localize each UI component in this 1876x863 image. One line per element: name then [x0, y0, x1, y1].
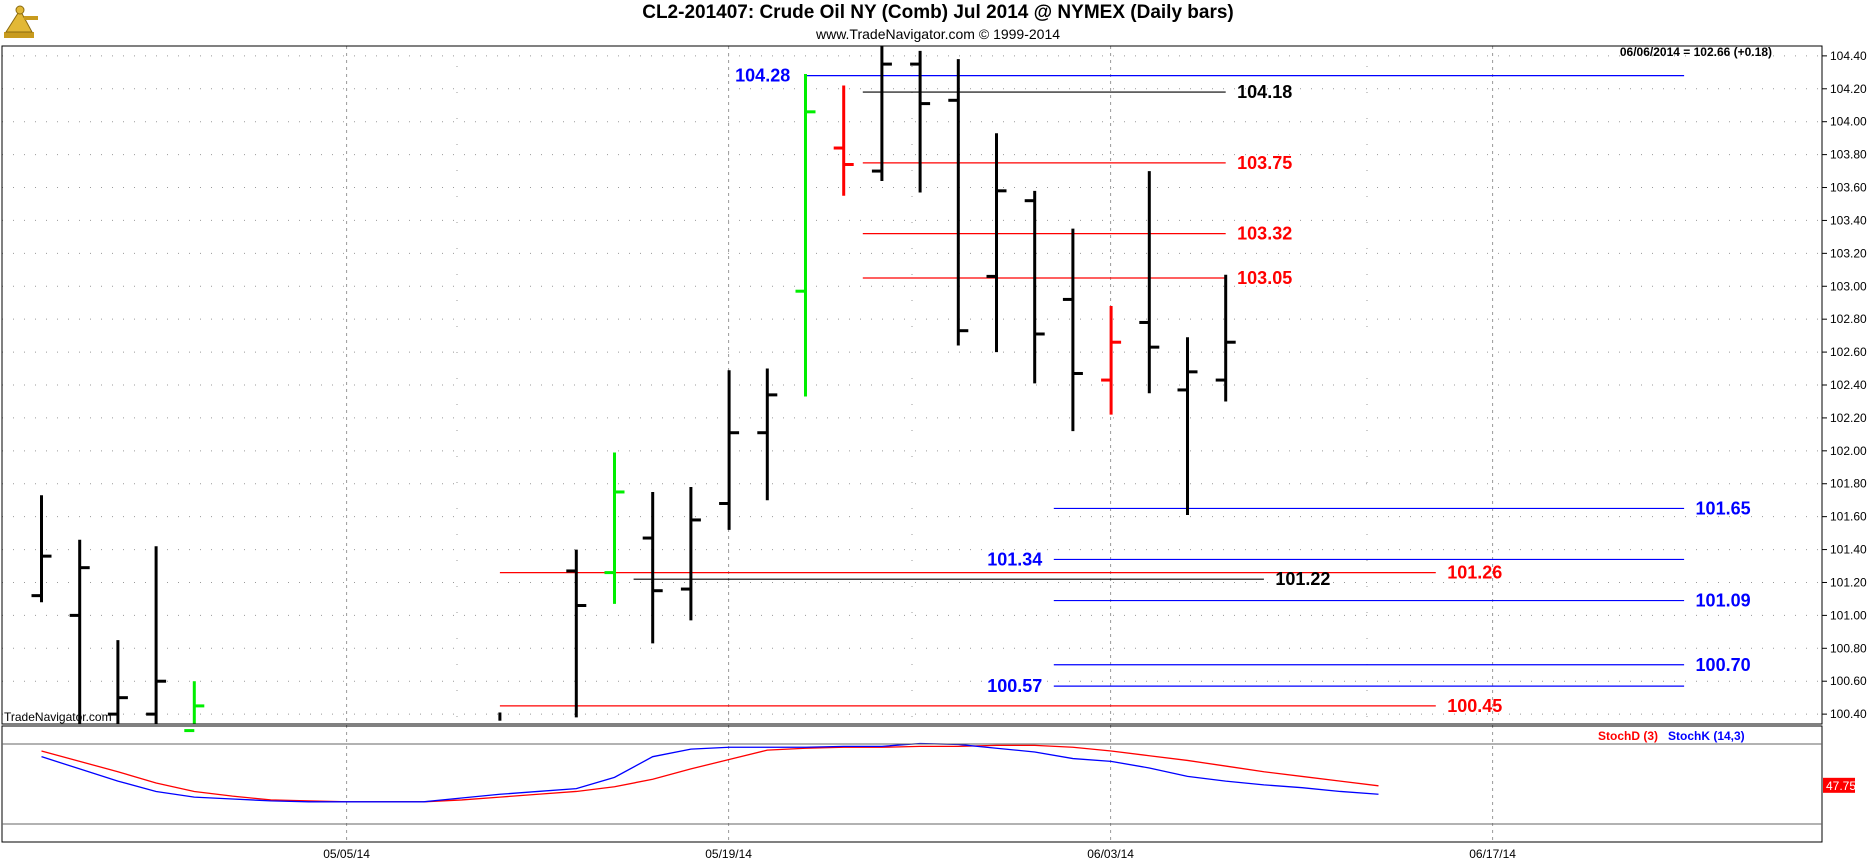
level-label-103.05: 103.05 [1237, 268, 1292, 288]
ohlc-bar [757, 368, 778, 501]
chart-subtitle: www.TradeNavigator.com © 1999-2014 [815, 26, 1061, 42]
y-tick-label: 102.20 [1830, 411, 1867, 425]
y-tick-label: 101.80 [1830, 477, 1867, 491]
ohlc-bar [604, 452, 625, 604]
ohlc-bar [719, 370, 740, 530]
stochastic-panel-frame [1, 725, 1823, 843]
level-label-101.34: 101.34 [987, 549, 1042, 569]
y-tick-label: 103.20 [1830, 246, 1867, 260]
level-label-101.65: 101.65 [1696, 498, 1751, 518]
ohlc-bar [795, 73, 816, 397]
y-tick-label: 104.20 [1830, 82, 1867, 96]
ohlc-bar [1101, 306, 1122, 415]
y-tick-label: 103.40 [1830, 213, 1867, 227]
y-tick-label: 100.80 [1830, 641, 1867, 655]
ohlc-bar [1177, 337, 1198, 516]
ohlc-bar [1024, 190, 1045, 384]
level-label-101.09: 101.09 [1696, 591, 1751, 611]
y-tick-label: 103.80 [1830, 148, 1867, 162]
y-tick-label: 102.80 [1830, 312, 1867, 326]
level-label-104.28: 104.28 [735, 66, 790, 86]
legend-stochk: StochK (14,3) [1668, 729, 1745, 743]
stochastic-last-value-box [1823, 777, 1855, 793]
price-panel-frame [1, 45, 1823, 725]
x-tick-label: 05/05/14 [323, 847, 370, 861]
ohlc-bar [642, 491, 663, 644]
watermark-label: TradeNavigator.com [4, 710, 112, 724]
stochastic-panel[interactable] [41, 742, 1379, 803]
legend-stochd: StochD (3) [1598, 729, 1658, 743]
level-label-100.45: 100.45 [1447, 696, 1502, 716]
level-label-101.22: 101.22 [1275, 569, 1330, 589]
price-panel[interactable]: 104.28 104.18 103.75 103.32 103.05 101.65 101.… [2, 46, 1822, 842]
last-price-label: 06/06/2014 = 102.66 (+0.18) [1620, 45, 1772, 59]
y-tick-label: 102.00 [1830, 444, 1867, 458]
y-tick-label: 104.40 [1830, 49, 1867, 63]
level-label-104.18: 104.18 [1237, 82, 1292, 102]
y-tick-label: 101.60 [1830, 510, 1867, 524]
level-label-100.70: 100.70 [1696, 655, 1751, 675]
level-label-100.57: 100.57 [987, 676, 1042, 696]
y-tick-label: 104.00 [1830, 115, 1867, 129]
ohlc-bar [31, 495, 52, 603]
ohlc-bar [1215, 274, 1236, 402]
chart-title: CL2-201407: Crude Oil NY (Comb) Jul 2014… [642, 2, 1234, 23]
stochastic-series-k [41, 742, 1379, 803]
ohlc-bar [566, 549, 587, 718]
ohlc-bar [107, 640, 128, 724]
stochastic-last-value: 47.75 [1826, 779, 1856, 793]
ohlc-bar [69, 539, 90, 724]
y-tick-label: 100.60 [1830, 674, 1867, 688]
y-tick-label: 103.00 [1830, 279, 1867, 293]
y-tick-label: 102.60 [1830, 345, 1867, 359]
y-tick-label: 103.60 [1830, 181, 1867, 195]
y-tick-label: 100.40 [1830, 707, 1867, 721]
ohlc-bar [146, 546, 167, 724]
level-label-103.75: 103.75 [1237, 153, 1292, 173]
ohlc-bar [680, 487, 701, 621]
axes: 104.40 104.20 104.00 103.80 103.60 103.40 103.… [1, 45, 1867, 861]
x-tick-label: 06/17/14 [1469, 847, 1516, 861]
y-tick-label: 102.40 [1830, 378, 1867, 392]
level-label-101.26: 101.26 [1447, 563, 1502, 583]
level-label-103.32: 103.32 [1237, 224, 1292, 244]
ohlc-bar [184, 681, 205, 733]
y-tick-label: 101.00 [1830, 608, 1867, 622]
x-tick-label: 05/19/14 [705, 847, 752, 861]
x-tick-label: 06/03/14 [1087, 847, 1134, 861]
y-tick-label: 101.40 [1830, 543, 1867, 557]
ohlc-bar [1139, 171, 1160, 394]
ohlc-bar [833, 85, 854, 196]
ohlc-bar [871, 46, 892, 181]
trade-navigator-logo-icon [4, 5, 38, 38]
y-tick-label: 101.20 [1830, 575, 1867, 589]
stochastic-series-d [41, 744, 1379, 803]
ohlc-bar [910, 50, 931, 193]
chart-header: CL2-201407: Crude Oil NY (Comb) Jul 2014… [0, 0, 1876, 46]
ohlc-bar [948, 59, 969, 346]
ohlc-bar [986, 133, 1007, 353]
ohlc-bar [1062, 228, 1083, 432]
